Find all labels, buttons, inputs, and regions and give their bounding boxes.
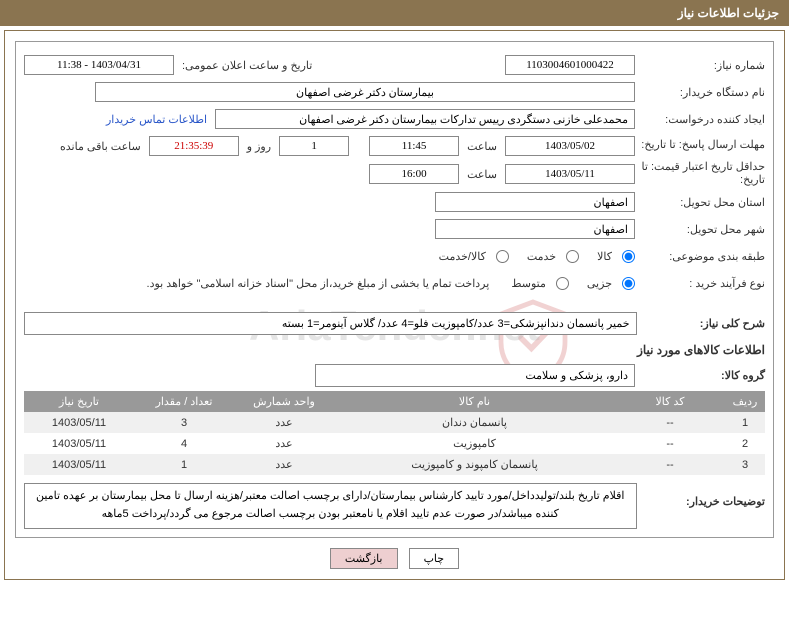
back-button[interactable]: بازگشت bbox=[330, 548, 398, 569]
explain-label: توضیحات خریدار: bbox=[637, 483, 765, 508]
validity-date-input[interactable] bbox=[505, 164, 635, 184]
remaining-label: ساعت باقی مانده bbox=[52, 140, 149, 153]
outer-frame: AriaTender.net شماره نیاز: تاریخ و ساعت … bbox=[4, 30, 785, 580]
th-date: تاریخ نیاز bbox=[24, 391, 134, 412]
summary-label: شرح کلی نیاز: bbox=[637, 317, 765, 330]
requester-input[interactable] bbox=[215, 109, 635, 129]
days-and-label: روز و bbox=[239, 140, 279, 153]
process-label: نوع فرآیند خرید : bbox=[635, 277, 765, 290]
requester-label: ایجاد کننده درخواست: bbox=[635, 113, 765, 126]
cell-name: پانسمان دندان bbox=[334, 412, 615, 433]
cell-name: کامپوزیت bbox=[334, 433, 615, 454]
category-label: طبقه بندی موضوعی: bbox=[635, 250, 765, 263]
countdown-input bbox=[149, 136, 239, 156]
cell-code: -- bbox=[615, 412, 725, 433]
announce-label: تاریخ و ساعت اعلان عمومی: bbox=[174, 59, 320, 72]
validity-time-input[interactable] bbox=[369, 164, 459, 184]
time-label-1: ساعت bbox=[459, 140, 505, 153]
time-label-2: ساعت bbox=[459, 168, 505, 181]
proc-medium-radio[interactable] bbox=[556, 277, 569, 290]
cell-qty: 1 bbox=[134, 454, 234, 475]
cell-code: -- bbox=[615, 454, 725, 475]
th-idx: ردیف bbox=[725, 391, 765, 412]
cat-both-radio[interactable] bbox=[496, 250, 509, 263]
buyer-org-label: نام دستگاه خریدار: bbox=[635, 86, 765, 99]
cat-service-radio[interactable] bbox=[566, 250, 579, 263]
deadline-label: مهلت ارسال پاسخ: تا تاریخ: bbox=[635, 139, 765, 152]
th-qty: تعداد / مقدار bbox=[134, 391, 234, 412]
cell-qty: 4 bbox=[134, 433, 234, 454]
process-note: پرداخت تمام یا بخشی از مبلغ خرید،از محل … bbox=[147, 277, 498, 290]
th-code: کد کالا bbox=[615, 391, 725, 412]
need-no-label: شماره نیاز: bbox=[635, 59, 765, 72]
buyer-org-input[interactable] bbox=[95, 82, 635, 102]
page-header: جزئیات اطلاعات نیاز bbox=[0, 0, 789, 26]
cell-date: 1403/05/11 bbox=[24, 433, 134, 454]
cell-unit: عدد bbox=[234, 433, 334, 454]
cat-goods-radio[interactable] bbox=[622, 250, 635, 263]
cat-service-label: خدمت bbox=[513, 250, 562, 263]
group-label: گروه کالا: bbox=[635, 369, 765, 382]
cell-name: پانسمان کامپوند و کامپوزیت bbox=[334, 454, 615, 475]
items-section-title: اطلاعات کالاهای مورد نیاز bbox=[24, 343, 765, 357]
city-label: شهر محل تحویل: bbox=[635, 223, 765, 236]
cell-idx: 1 bbox=[725, 412, 765, 433]
cell-idx: 2 bbox=[725, 433, 765, 454]
need-no-input[interactable] bbox=[505, 55, 635, 75]
cell-unit: عدد bbox=[234, 412, 334, 433]
cell-unit: عدد bbox=[234, 454, 334, 475]
deadline-date-input[interactable] bbox=[505, 136, 635, 156]
announce-input[interactable] bbox=[24, 55, 174, 75]
group-box: دارو، پزشکی و سلامت bbox=[315, 364, 635, 387]
validity-label: حداقل تاریخ اعتبار قیمت: تا تاریخ: bbox=[635, 161, 765, 187]
summary-box: خمیر پانسمان دندانپزشکی=3 عدد/کامپوزیت ف… bbox=[24, 312, 637, 335]
cell-idx: 3 bbox=[725, 454, 765, 475]
cell-date: 1403/05/11 bbox=[24, 412, 134, 433]
deadline-time-input[interactable] bbox=[369, 136, 459, 156]
page-title: جزئیات اطلاعات نیاز bbox=[678, 6, 779, 20]
province-input[interactable] bbox=[435, 192, 635, 212]
table-row: 3--پانسمان کامپوند و کامپوزیتعدد11403/05… bbox=[24, 454, 765, 475]
cat-both-label: کالا/خدمت bbox=[425, 250, 492, 263]
city-input[interactable] bbox=[435, 219, 635, 239]
table-row: 1--پانسمان دندانعدد31403/05/11 bbox=[24, 412, 765, 433]
table-row: 2--کامپوزیتعدد41403/05/11 bbox=[24, 433, 765, 454]
th-unit: واحد شمارش bbox=[234, 391, 334, 412]
inner-frame: AriaTender.net شماره نیاز: تاریخ و ساعت … bbox=[15, 41, 774, 538]
cat-goods-label: کالا bbox=[583, 250, 618, 263]
proc-partial-label: جزیی bbox=[573, 277, 618, 290]
print-button[interactable]: چاپ bbox=[409, 548, 460, 569]
proc-medium-label: متوسط bbox=[497, 277, 552, 290]
cell-date: 1403/05/11 bbox=[24, 454, 134, 475]
items-table: ردیف کد کالا نام کالا واحد شمارش تعداد /… bbox=[24, 391, 765, 475]
days-input[interactable] bbox=[279, 136, 349, 156]
button-row: چاپ بازگشت bbox=[15, 548, 774, 569]
process-radio-group: جزیی متوسط bbox=[497, 277, 635, 290]
cell-qty: 3 bbox=[134, 412, 234, 433]
th-name: نام کالا bbox=[334, 391, 615, 412]
proc-partial-radio[interactable] bbox=[622, 277, 635, 290]
contact-buyer-link[interactable]: اطلاعات تماس خریدار bbox=[106, 113, 215, 126]
category-radio-group: کالا خدمت کالا/خدمت bbox=[425, 250, 635, 263]
province-label: استان محل تحویل: bbox=[635, 196, 765, 209]
cell-code: -- bbox=[615, 433, 725, 454]
explain-box: اقلام تاریخ بلند/تولیدداخل/مورد تایید کا… bbox=[24, 483, 637, 528]
